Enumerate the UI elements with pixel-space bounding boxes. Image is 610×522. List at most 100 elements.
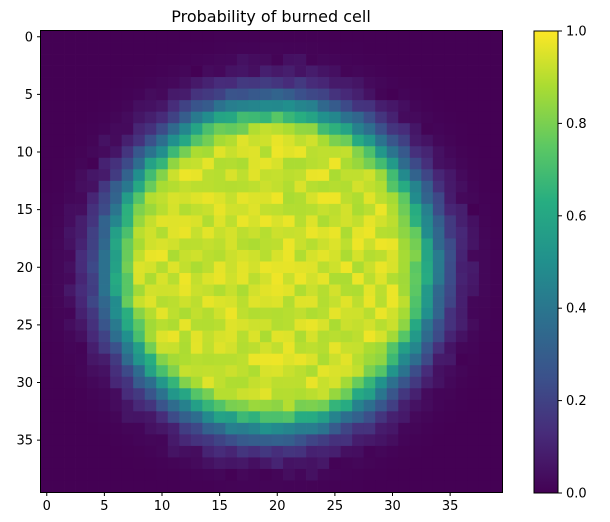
heatmap-cell — [225, 192, 238, 205]
heatmap-cell — [294, 365, 307, 378]
heatmap-cell — [490, 445, 503, 458]
heatmap-cell — [259, 77, 272, 89]
heatmap-cell — [363, 457, 376, 470]
heatmap-cell — [329, 180, 342, 193]
heatmap-cell — [340, 411, 353, 424]
heatmap-cell — [156, 342, 169, 355]
heatmap-cell — [375, 457, 388, 470]
heatmap-cell — [455, 123, 468, 136]
heatmap-cell — [283, 215, 295, 228]
heatmap-cell — [190, 249, 203, 262]
heatmap-cell — [87, 215, 99, 228]
heatmap-cell — [213, 388, 226, 401]
chart-title: Probability of burned cell — [171, 7, 371, 26]
heatmap-cell — [213, 157, 226, 170]
heatmap-cell — [75, 192, 88, 205]
heatmap-cell — [41, 411, 53, 424]
heatmap-cell — [133, 411, 146, 424]
heatmap-cell — [363, 296, 376, 308]
heatmap-cell — [248, 192, 261, 205]
heatmap-cell — [202, 457, 215, 470]
heatmap-cell — [455, 411, 468, 424]
heatmap-cell — [432, 399, 445, 412]
heatmap-cell — [294, 249, 307, 262]
heatmap-cell — [167, 434, 180, 447]
heatmap-cell — [398, 249, 411, 262]
heatmap-cell — [190, 434, 203, 447]
heatmap-cell — [375, 249, 388, 262]
heatmap-cell — [455, 180, 468, 193]
heatmap-cell — [52, 434, 65, 447]
heatmap-cell — [283, 445, 295, 458]
heatmap-cell — [248, 365, 261, 378]
heatmap-cell — [421, 215, 434, 228]
heatmap-cell — [398, 157, 411, 170]
colorbar-tick-label: 1.0 — [566, 25, 587, 40]
heatmap-cell — [375, 376, 388, 389]
heatmap-cell — [306, 123, 318, 136]
heatmap-cell — [398, 42, 411, 55]
heatmap-cell — [87, 261, 99, 274]
heatmap-cell — [398, 146, 411, 159]
heatmap-cell — [421, 319, 434, 332]
heatmap-cell — [156, 111, 169, 124]
heatmap-cell — [294, 457, 307, 470]
heatmap-cell — [398, 180, 411, 193]
heatmap-cell — [133, 365, 146, 378]
heatmap-cell — [317, 434, 330, 447]
heatmap-cell — [271, 54, 284, 66]
heatmap-cell — [455, 111, 468, 124]
heatmap-cell — [190, 365, 203, 378]
heatmap-cell — [167, 146, 180, 159]
heatmap-cell — [306, 468, 318, 481]
heatmap-cell — [144, 468, 157, 481]
heatmap-cell — [444, 388, 457, 401]
heatmap-cell — [110, 353, 123, 366]
heatmap-cell — [317, 342, 330, 355]
heatmap-cell — [478, 399, 491, 412]
heatmap-cell — [398, 134, 411, 147]
heatmap-cell — [236, 261, 249, 274]
heatmap-cell — [133, 307, 146, 320]
heatmap-cell — [236, 342, 249, 355]
heatmap-cell — [444, 111, 457, 124]
heatmap-cell — [398, 411, 411, 424]
heatmap-cell — [375, 445, 388, 458]
heatmap-cell — [213, 88, 226, 101]
heatmap-cell — [467, 422, 480, 435]
x-tick-label: 20 — [269, 499, 286, 514]
heatmap-cell — [98, 468, 111, 481]
heatmap-cell — [133, 180, 146, 193]
heatmap-cell — [98, 215, 111, 228]
heatmap-cell — [283, 238, 295, 251]
heatmap-cell — [271, 296, 284, 308]
heatmap-cell — [190, 192, 203, 205]
heatmap-cell — [386, 388, 399, 401]
heatmap-cell — [317, 65, 330, 78]
heatmap-cell — [133, 445, 146, 458]
heatmap-cell — [467, 261, 480, 274]
heatmap-cell — [467, 88, 480, 101]
heatmap-cell — [87, 399, 99, 412]
heatmap-cell — [444, 123, 457, 136]
heatmap-cell — [444, 365, 457, 378]
heatmap-cell — [236, 238, 249, 251]
heatmap-cell — [110, 261, 123, 274]
heatmap-cell — [340, 342, 353, 355]
heatmap-cell — [271, 180, 284, 193]
heatmap-cell — [455, 376, 468, 389]
heatmap-cell — [190, 399, 203, 412]
heatmap-cell — [236, 307, 249, 320]
heatmap-cell — [213, 284, 226, 297]
heatmap-cell — [375, 100, 388, 113]
heatmap-cell — [64, 111, 76, 124]
heatmap-cell — [283, 88, 295, 101]
heatmap-cell — [64, 319, 76, 332]
heatmap-cell — [236, 284, 249, 297]
heatmap-cell — [64, 296, 76, 308]
heatmap-cell — [156, 226, 169, 239]
heatmap-cell — [121, 65, 134, 78]
heatmap-cell — [179, 249, 192, 262]
heatmap-cell — [87, 411, 99, 424]
heatmap-cell — [225, 284, 238, 297]
